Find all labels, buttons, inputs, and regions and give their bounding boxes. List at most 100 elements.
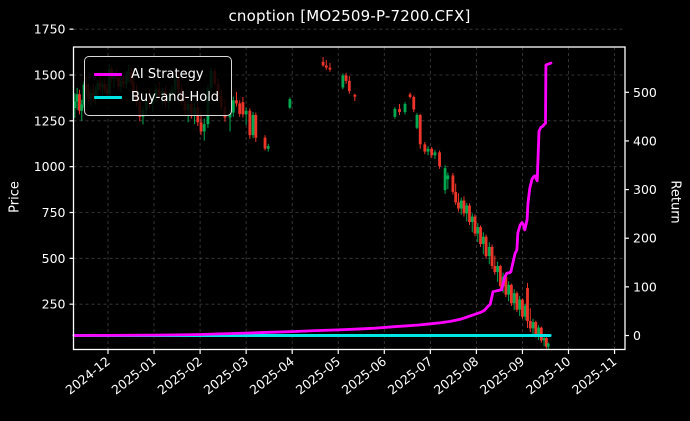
- candlestick-down: [254, 114, 258, 138]
- candlestick-down: [418, 114, 422, 145]
- return-tick-label: 100: [633, 279, 657, 294]
- candlestick-down: [353, 94, 357, 97]
- legend-item-buy-and-hold: Buy-and-Hold: [94, 86, 219, 109]
- candlestick-up: [202, 124, 206, 132]
- candlestick-down: [515, 293, 519, 310]
- candlestick-down: [544, 338, 548, 347]
- candlestick-down: [490, 246, 494, 267]
- candlestick-up: [496, 266, 499, 273]
- candlestick-up: [487, 246, 491, 257]
- legend-label-ai-strategy: AI Strategy: [131, 67, 204, 82]
- ai-strategy-line: [72, 61, 553, 337]
- candlestick-up: [403, 103, 407, 113]
- candlestick-up: [512, 293, 516, 304]
- ai-strategy-line-swatch: [94, 73, 122, 76]
- candlestick-up: [518, 299, 522, 310]
- date-tick-label: 2024-12: [62, 354, 112, 398]
- legend-item-ai-strategy: AI Strategy: [94, 63, 219, 86]
- date-tick-label: 2025-06: [339, 354, 389, 398]
- candlestick-down: [451, 175, 455, 192]
- candlestick-down: [78, 94, 81, 111]
- candlestick-up: [523, 305, 527, 317]
- candlestick-down: [347, 80, 351, 92]
- candlestick-up: [80, 104, 84, 111]
- candlestick-down: [423, 144, 427, 152]
- candlestick-up: [228, 112, 232, 118]
- candlestick-down: [468, 205, 471, 223]
- candlestick-up: [542, 338, 546, 341]
- candlestick-up: [426, 148, 430, 152]
- candlestick-down: [235, 100, 238, 104]
- date-tick-label: 2025-01: [109, 354, 159, 398]
- date-tick-label: 2025-11: [569, 354, 619, 398]
- candlestick-down: [521, 299, 524, 317]
- plot-border: [72, 46, 626, 351]
- candlestick-down: [328, 67, 332, 70]
- candlestick-up: [465, 205, 469, 214]
- candlestick-down: [321, 61, 325, 66]
- candlestick-down: [528, 321, 532, 329]
- candlestick-down: [324, 65, 328, 68]
- candlestick-up: [244, 110, 248, 115]
- date-tick-label: 2025-10: [523, 354, 573, 398]
- candlestick-up: [231, 100, 235, 113]
- candlestick-down: [199, 122, 203, 132]
- date-tick-label: 2025-04: [247, 354, 297, 398]
- candlestick-down: [473, 216, 477, 234]
- candlestick-up: [531, 322, 535, 329]
- candlestick-down: [412, 97, 416, 110]
- candlestick-up: [470, 216, 474, 223]
- price-tick-label: 750: [42, 205, 66, 220]
- candlestick-up: [476, 227, 480, 234]
- return-tick-label: 200: [633, 231, 657, 246]
- price-tick-label: 1250: [34, 113, 66, 128]
- return-tick-label: 300: [633, 182, 657, 197]
- return-tick-label: 0: [633, 328, 641, 343]
- candlestick-down: [462, 200, 466, 214]
- return-tick-label: 400: [633, 133, 657, 148]
- candlestick-up: [443, 168, 447, 191]
- date-tick-label: 2025-02: [155, 354, 205, 398]
- candlestick-down: [438, 152, 441, 167]
- candlestick-down: [457, 202, 460, 209]
- price-axis-label: Price: [7, 181, 23, 213]
- candlestick-down: [493, 266, 497, 273]
- candlestick-down: [248, 110, 252, 136]
- candlestick-down: [344, 75, 348, 81]
- price-tick-label: 1000: [34, 159, 66, 174]
- date-tick-label: 2025-05: [293, 354, 343, 398]
- candlestick-up: [75, 94, 79, 102]
- candlestick-down: [454, 191, 458, 203]
- return-axis-label: Return: [667, 180, 683, 224]
- date-tick-label: 2025-09: [477, 354, 527, 398]
- candlestick-up: [266, 146, 270, 149]
- candlestick-up: [446, 175, 450, 180]
- candlestick-up: [341, 75, 345, 88]
- legend: AI Strategy Buy-and-Hold: [84, 56, 233, 116]
- candlestick-down: [408, 94, 412, 97]
- candlestick-up: [73, 101, 77, 108]
- candlestick-down: [398, 108, 401, 113]
- candlestick-down: [263, 137, 267, 149]
- candlestick-up: [546, 343, 550, 347]
- price-tick-label: 500: [42, 251, 66, 266]
- candlestick-up: [251, 114, 255, 136]
- candlestick-down: [479, 227, 482, 245]
- candlestick-down: [534, 322, 538, 335]
- date-tick-label: 2025-08: [431, 354, 481, 398]
- candlestick-down: [430, 148, 434, 156]
- candlestick-down: [238, 103, 242, 114]
- candlestick-up: [288, 99, 292, 108]
- candlestick-up: [481, 236, 485, 245]
- candlestick-down: [509, 284, 513, 304]
- candlestick-down: [504, 276, 508, 295]
- price-tick-label: 1500: [34, 68, 66, 83]
- candlestick-up: [415, 114, 419, 128]
- candlestick-down: [484, 236, 488, 257]
- buy-and-hold-line-swatch: [94, 96, 122, 99]
- date-tick-label: 2025-03: [201, 354, 251, 398]
- price-tick-label: 1750: [34, 22, 66, 37]
- chart-title: cnoption [MO2509-P-7200.CFX]: [228, 7, 471, 25]
